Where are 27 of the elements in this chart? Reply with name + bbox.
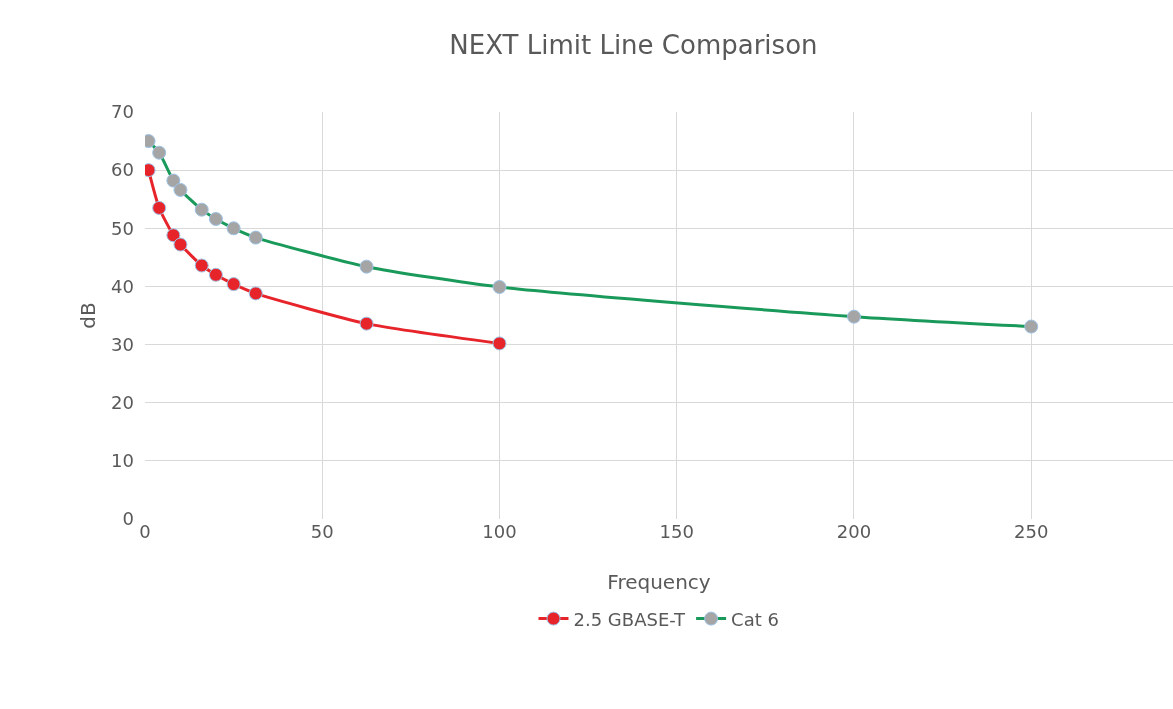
legend-label: 2.5 GBASE-T bbox=[573, 608, 687, 630]
point bbox=[166, 228, 181, 243]
point bbox=[208, 267, 223, 282]
y-tick-label: 70 bbox=[111, 101, 134, 123]
x-tick-label: 200 bbox=[836, 521, 872, 542]
point bbox=[359, 316, 374, 331]
y-tick-label: 20 bbox=[111, 392, 134, 414]
point bbox=[194, 258, 209, 273]
x-tick-label: 250 bbox=[1014, 521, 1049, 542]
x-tick-label: 0 bbox=[139, 521, 151, 542]
point bbox=[226, 277, 241, 292]
point bbox=[173, 237, 188, 252]
y-tick-label: 50 bbox=[111, 217, 134, 239]
y-tick-label: 10 bbox=[111, 450, 134, 472]
y-tick-label: 60 bbox=[111, 159, 134, 181]
x-axis-title: Frequency bbox=[607, 570, 711, 594]
y-axis-title: dB bbox=[76, 302, 100, 329]
point bbox=[248, 286, 263, 301]
x-tick-label: 100 bbox=[482, 521, 517, 542]
y-tick-label: 40 bbox=[111, 275, 134, 297]
x-tick-label: 50 bbox=[310, 521, 334, 542]
y-tick-label: 30 bbox=[111, 333, 134, 355]
point bbox=[152, 200, 167, 215]
chart-title: NEXT Limit Line Comparison bbox=[449, 29, 818, 60]
x-tick-label: 150 bbox=[659, 521, 694, 542]
legend-label: Cat 6 bbox=[731, 608, 779, 630]
point bbox=[492, 336, 507, 351]
